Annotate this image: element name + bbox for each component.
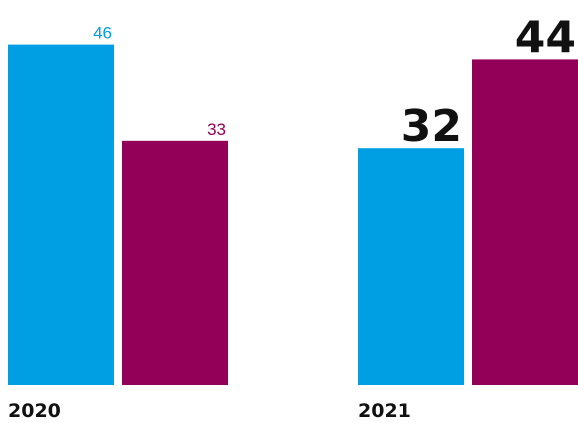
bar-2021-series-2: [472, 59, 578, 386]
data-label-2020-series-1: 46: [93, 24, 112, 43]
bar-2021-series-1: [358, 148, 464, 385]
bar-2020-series-1: [8, 44, 114, 385]
category-label-2021: 2021: [358, 400, 411, 422]
data-label-2020-series-2: 33: [207, 120, 226, 139]
category-label-2020: 2020: [8, 400, 61, 422]
bar-2020-series-2: [122, 140, 228, 385]
data-label-2021-series-2: 44: [515, 12, 576, 63]
data-label-2021-series-1: 32: [401, 101, 462, 152]
